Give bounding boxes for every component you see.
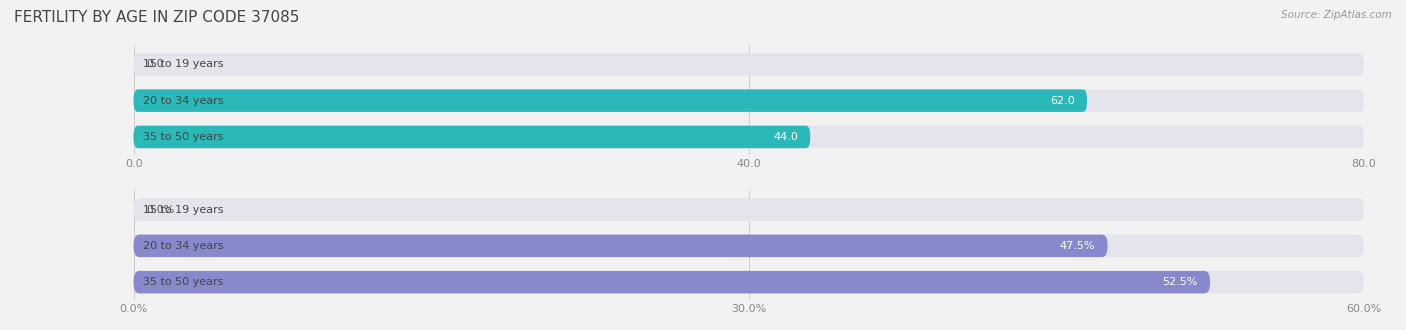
FancyBboxPatch shape	[134, 89, 1087, 112]
FancyBboxPatch shape	[134, 271, 1211, 293]
Text: 35 to 50 years: 35 to 50 years	[143, 277, 224, 287]
FancyBboxPatch shape	[134, 89, 1364, 112]
FancyBboxPatch shape	[134, 126, 1364, 148]
Text: 20 to 34 years: 20 to 34 years	[143, 96, 224, 106]
Text: FERTILITY BY AGE IN ZIP CODE 37085: FERTILITY BY AGE IN ZIP CODE 37085	[14, 10, 299, 25]
Text: 52.5%: 52.5%	[1163, 277, 1198, 287]
Text: 35 to 50 years: 35 to 50 years	[143, 132, 224, 142]
FancyBboxPatch shape	[134, 235, 1108, 257]
Text: 20 to 34 years: 20 to 34 years	[143, 241, 224, 251]
Text: 44.0: 44.0	[773, 132, 799, 142]
FancyBboxPatch shape	[134, 235, 1364, 257]
FancyBboxPatch shape	[134, 53, 1364, 76]
Text: 15 to 19 years: 15 to 19 years	[143, 205, 224, 214]
Text: Source: ZipAtlas.com: Source: ZipAtlas.com	[1281, 10, 1392, 20]
Text: 62.0: 62.0	[1050, 96, 1074, 106]
FancyBboxPatch shape	[134, 271, 1364, 293]
FancyBboxPatch shape	[134, 126, 810, 148]
Text: 0.0%: 0.0%	[146, 205, 174, 214]
Text: 0.0: 0.0	[146, 59, 163, 69]
Text: 15 to 19 years: 15 to 19 years	[143, 59, 224, 69]
Text: 47.5%: 47.5%	[1060, 241, 1095, 251]
FancyBboxPatch shape	[134, 198, 1364, 221]
